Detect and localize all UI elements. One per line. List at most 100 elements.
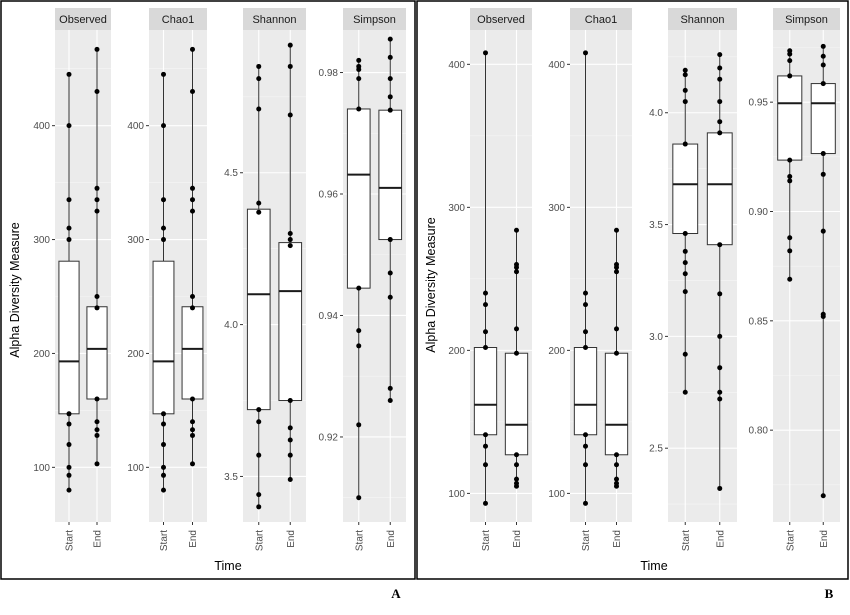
figb-observed-y-tick-label: 100 xyxy=(448,489,465,500)
figb-observed-end-point xyxy=(514,462,519,468)
figa-simpson-end-point xyxy=(387,54,393,60)
figa-simpson-start-point xyxy=(356,63,362,69)
figb-chao1-start-box xyxy=(573,347,598,436)
figb-shannon-end-point xyxy=(717,389,723,395)
figa-chao1-start-point xyxy=(161,487,166,493)
figb-observed-end-point xyxy=(514,326,519,332)
figb-chao1-start-point xyxy=(583,462,588,468)
figa-shannon-end-point xyxy=(287,243,293,249)
figa-observed-strip xyxy=(55,8,111,30)
figb-shannon-start-point xyxy=(682,67,688,73)
figa-observed-end-point xyxy=(94,305,100,311)
figa-simpson-y-tick-label: 0.96 xyxy=(319,190,339,201)
figure-a: Observed 100 200 300 400 Start End Chao1 100 200 3… xyxy=(33,8,406,551)
figb-chao1-start-x-tick-label: Start xyxy=(581,530,592,551)
figb-shannon-start-point xyxy=(682,271,688,277)
figa-simpson-facet: Simpson 0.92 0.94 0.96 0.98 Start End xyxy=(319,8,406,551)
figb-shannon-end-point xyxy=(717,76,723,82)
figb-shannon-end-point xyxy=(717,130,723,136)
figb-observed-y-tick-label: 200 xyxy=(448,346,465,357)
figa-shannon-start-point xyxy=(256,76,262,82)
figa-simpson-end-point xyxy=(387,294,393,300)
figa-chao1-end-point xyxy=(190,208,195,214)
figb-chao1-y-tick-label: 100 xyxy=(548,489,565,500)
figa-shannon-y-tick-label: 3.5 xyxy=(224,472,238,483)
figb-observed-end-point xyxy=(514,269,519,275)
figure-b-border xyxy=(416,0,849,580)
figb-chao1-end-point xyxy=(614,262,619,268)
figb-shannon-end-point xyxy=(717,52,723,58)
figa-chao1-start-point xyxy=(161,123,166,129)
figa-observed-end-box xyxy=(86,306,108,400)
figa-simpson-end-point xyxy=(387,270,393,276)
figa-simpson-start-point xyxy=(356,328,362,334)
figa-chao1-end-point xyxy=(190,419,195,425)
figb-shannon-end-point xyxy=(717,333,723,339)
figb-simpson-start-box xyxy=(777,75,803,161)
figb-chao1-end-point xyxy=(614,480,619,486)
figa-observed-y-tick-label: 100 xyxy=(33,463,50,474)
figa-simpson-start-x-tick-label: Start xyxy=(354,530,365,551)
figb-chao1-start-point xyxy=(583,302,588,308)
figb-simpson-strip xyxy=(773,8,840,30)
figa-chao1-start-point xyxy=(161,421,166,427)
figb-observed-end-x-tick-label: End xyxy=(512,530,523,548)
figa-shannon-facet: Shannon 3.5 4.0 4.5 Start End xyxy=(224,8,306,551)
figa-shannon-end-x-tick-label: End xyxy=(286,530,297,548)
figb-chao1-start-point xyxy=(583,443,588,449)
figa-shannon-y-tick-label: 4.5 xyxy=(224,168,238,179)
figb-chao1-end-point xyxy=(614,269,619,275)
figa-chao1-end-point xyxy=(190,185,195,191)
figa-chao1-end-box xyxy=(181,306,204,400)
figb-observed-start-point xyxy=(483,462,488,468)
figa-chao1-end-point xyxy=(190,89,195,94)
figa-shannon-end-point xyxy=(287,476,293,482)
figb-shannon-facet: Shannon 2.5 3.0 3.5 4.0 Start End xyxy=(649,8,737,551)
figa-shannon-end-point xyxy=(287,112,293,118)
figb-simpson-start-point xyxy=(787,276,793,282)
figb-chao1-facet: Chao1 100 200 300 400 Start End xyxy=(548,8,632,551)
figa-shannon-end-point xyxy=(287,398,293,404)
figa-observed-start-point xyxy=(66,123,72,129)
figb-simpson-facet: Simpson 0.80 0.85 0.90 0.95 Start End xyxy=(749,8,840,551)
figa-observed-end-point xyxy=(94,427,100,433)
figb-simpson-y-tick-label: 0.80 xyxy=(749,426,769,437)
figb-shannon-panel xyxy=(668,30,737,522)
figb-chao1-start-point xyxy=(583,432,588,438)
figa-observed-end-x-tick-label: End xyxy=(93,530,104,548)
figa-chao1-end-point xyxy=(190,46,195,52)
figb-chao1-end-point xyxy=(614,462,619,468)
figb-shannon-end-point xyxy=(717,242,723,248)
figa-simpson-start-point xyxy=(356,285,362,291)
figb-simpson-start-point xyxy=(787,58,793,64)
figb-simpson-end-point xyxy=(820,62,826,68)
figb-simpson-y-tick-label: 0.85 xyxy=(749,316,769,327)
figb-simpson-end-point xyxy=(820,53,826,59)
figb-simpson-start-point xyxy=(787,157,793,163)
figa-shannon-strip xyxy=(243,8,306,30)
figb-observed-start-point xyxy=(483,329,488,335)
figb-simpson-start-point xyxy=(787,73,793,79)
figa-simpson-end-point xyxy=(387,36,393,42)
figb-observed-end-point xyxy=(514,262,519,268)
figa-simpson-end-point xyxy=(387,76,393,82)
figb-chao1-start-point xyxy=(583,500,588,506)
figb-chao1-y-tick-label: 200 xyxy=(548,346,565,357)
figb-observed-strip xyxy=(470,8,532,30)
figb-simpson-y-tick-label: 0.95 xyxy=(749,98,769,109)
figb-shannon-start-point xyxy=(682,72,688,78)
figure-b: Observed 100 200 300 400 Start End Chao1 100 200 3… xyxy=(448,8,840,551)
figa-simpson-start-point xyxy=(356,106,362,112)
figb-observed-start-point xyxy=(483,345,488,351)
figa-simpson-end-point xyxy=(387,107,393,113)
figb-chao1-y-tick-label: 400 xyxy=(548,60,565,71)
figa-observed-start-point xyxy=(66,464,72,470)
figa-chao1-y-tick-label: 100 xyxy=(127,463,144,474)
figa-shannon-start-point xyxy=(256,106,262,112)
figb-chao1-end-point xyxy=(614,476,619,482)
figa-chao1-y-tick-label: 200 xyxy=(127,349,144,360)
figb-observed-start-point xyxy=(483,432,488,438)
figb-simpson-end-point xyxy=(820,81,826,87)
figa-observed-y-tick-label: 200 xyxy=(33,349,50,360)
figa-observed-start-point xyxy=(66,487,72,493)
